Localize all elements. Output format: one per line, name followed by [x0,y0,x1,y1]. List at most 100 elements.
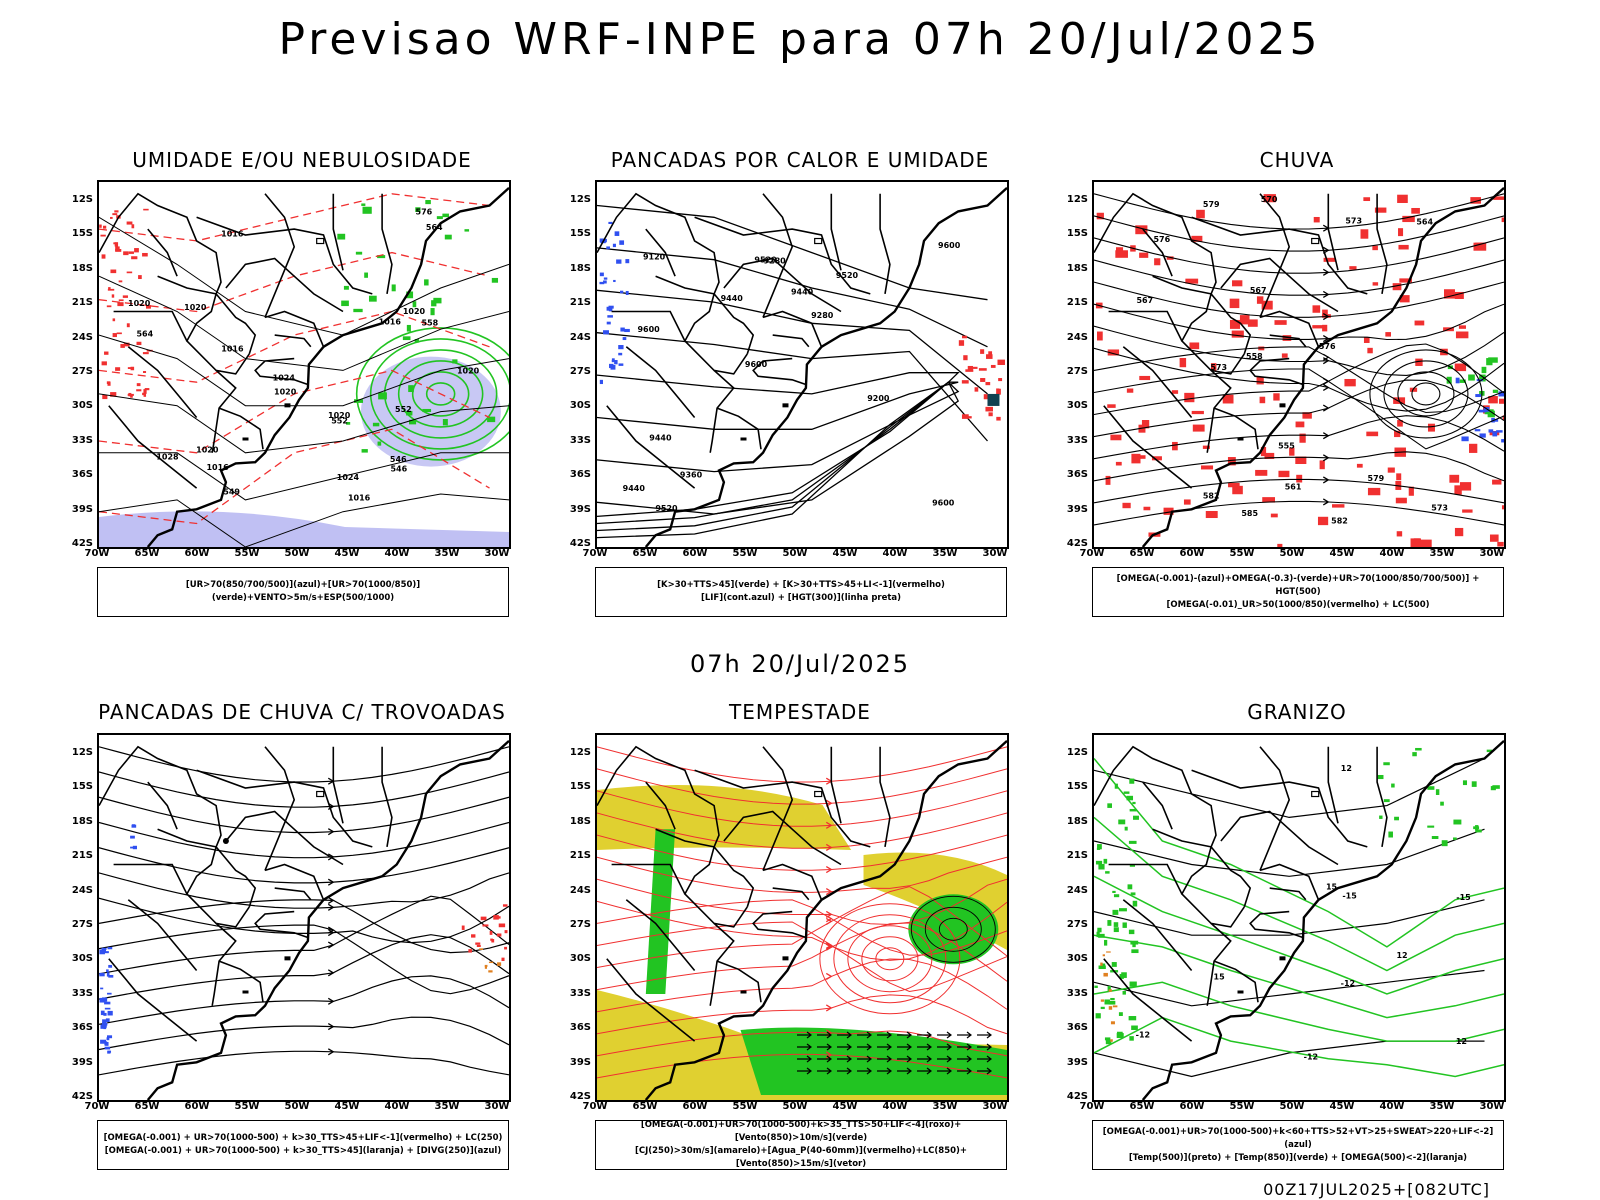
rain-area [1110,434,1122,441]
state-border [830,746,842,824]
contour-label: 1020 [196,446,219,455]
cyclone-contour [411,371,470,417]
latitude-label: 33S [1066,434,1088,446]
state-border [597,192,720,295]
lagoon [242,990,249,994]
state-border [1210,846,1252,908]
longitude-label: 50W [782,1101,808,1112]
rain-area [1501,217,1504,223]
latitude-label: 42S [71,1091,93,1102]
rh-low-level [361,203,366,206]
map-canvas [597,740,1007,1100]
panel-title: UMIDADE E/OU NEBULOSIDADE [132,148,472,172]
state-border [1376,193,1388,295]
omega-weak [1488,429,1494,433]
state-border [1142,228,1173,277]
streamline-arrow [1322,377,1330,385]
panel-legend: [OMEGA(-0.001)+UR>70(1000-500)+k<60+TTS>… [1092,1120,1504,1170]
wind-vector [817,1031,832,1039]
isobar [99,334,509,407]
state-border [196,216,373,295]
longitude-label: 55W [234,548,260,559]
omega-weak [1461,436,1469,442]
rain-area [1227,457,1236,466]
rh-low-level [341,300,349,307]
rain-area [1295,421,1305,428]
lif-contour [606,306,610,311]
temp850-contour [1094,875,1504,995]
thunderstorm-area [493,915,499,920]
contour-label: 15 [1214,972,1226,981]
state-border [127,899,198,972]
lagoon [740,437,747,441]
longitude-label: 35W [1429,1101,1455,1112]
divergence [132,845,137,850]
state-border [772,334,810,348]
streamline [597,899,1007,956]
wind850-area [645,829,676,995]
temp850-contour [1096,931,1100,938]
state-border [381,193,393,295]
state-border [1213,407,1259,450]
contour-label: 1020 [457,366,480,375]
latitude-label: 42S [1066,1091,1088,1102]
thunderstorm-area [504,946,508,950]
thickness-marks [116,332,122,335]
contour-label: 9440 [721,294,744,303]
contour-label: 1028 [156,453,179,462]
rain-area [1274,320,1287,325]
rain-area [1497,541,1504,547]
legend-line: [UR>70(850/700/500)](azul)+[UR>70(1000/8… [185,580,421,603]
omega500 [1110,1021,1115,1025]
rain-area [1135,225,1148,235]
rain-area [1299,433,1306,443]
longitude-label: 40W [882,548,908,559]
latitude-label: 33S [71,434,93,446]
temp850-contour [1453,837,1457,840]
state-border [1327,746,1339,824]
lif-contour [599,281,605,285]
rain-area [1317,516,1329,526]
omega-weak [1492,431,1498,437]
rain-area [1489,534,1499,542]
latitude-label: 27S [71,366,93,377]
convection-red [996,416,1001,421]
lif-contour [608,305,614,309]
temp850-contour [1122,990,1126,995]
rh-low-level [433,297,442,304]
temp850-contour [1098,864,1105,870]
thickness-marks [112,318,116,322]
lif-contour [618,363,624,366]
state-border [215,293,257,355]
cyclone-contour [397,360,484,428]
hgt300-contour [597,381,960,532]
lagoon [1279,956,1286,961]
streamline-arrow [1322,383,1330,392]
longitude-label: 50W [1279,1101,1305,1112]
rain-area [1171,390,1179,394]
wind-vector [937,1055,952,1063]
temp850-contour [1440,801,1444,806]
wind-vector [897,1067,912,1075]
temp850-contour [1104,1037,1111,1041]
streamline-arrow [327,941,335,949]
state-border [709,922,735,1006]
convection-red [985,381,991,386]
thickness-marks [134,248,139,253]
cyclone-contour [1369,349,1483,439]
cyclone-contour [924,906,982,952]
convection-red [967,365,974,372]
thickness-marks [112,213,118,216]
temp500-contour [1094,899,1485,936]
thickness-marks [99,224,102,228]
rh-low-level [491,277,499,283]
rain-area [1228,482,1240,488]
rain-area [1231,330,1244,338]
longitude-label: 55W [732,548,758,559]
rh-low-level [487,416,496,423]
rh-low-level [355,251,363,255]
rain-area [1399,295,1410,303]
rain-area [1395,497,1407,504]
streamline-arrow [1322,312,1330,321]
omega-strong [1468,374,1475,381]
